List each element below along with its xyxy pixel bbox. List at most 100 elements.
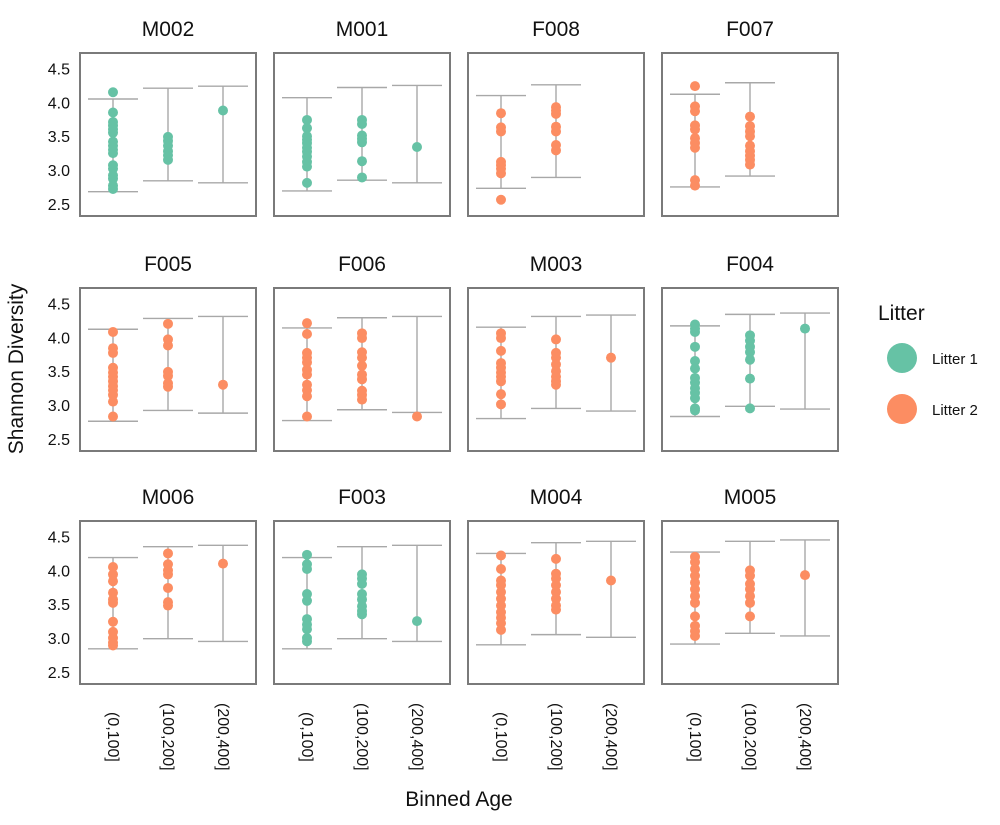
y-tick-label: 4.5 — [48, 62, 70, 79]
data-point — [302, 318, 312, 329]
panel-title: M002 — [142, 18, 195, 41]
data-point — [690, 106, 700, 117]
x-tick-label: (200,400] — [796, 703, 813, 771]
data-point — [218, 558, 228, 569]
data-point — [496, 345, 506, 356]
data-point — [357, 609, 367, 620]
data-point — [302, 391, 312, 402]
data-point — [357, 119, 367, 130]
data-point — [108, 183, 118, 194]
legend-item-litter-1[interactable]: Litter 1 — [887, 343, 978, 373]
facet-panel-f008: F008 — [467, 18, 645, 217]
data-point — [108, 561, 118, 572]
data-point — [108, 107, 118, 118]
data-point — [496, 550, 506, 561]
facet-panel-m002: M002 — [79, 18, 257, 217]
y-tick-label: 3.0 — [48, 163, 70, 180]
data-point — [690, 363, 700, 374]
data-point — [496, 108, 506, 119]
x-axis-label: Binned Age — [405, 788, 512, 811]
data-point — [745, 131, 755, 142]
data-point — [302, 595, 312, 606]
data-point — [163, 340, 173, 351]
y-tick-label: 4.0 — [48, 563, 70, 580]
data-point — [302, 624, 312, 635]
y-tick-label: 3.0 — [48, 631, 70, 648]
x-tick-label: (100,200] — [159, 703, 176, 771]
panel-title: F005 — [144, 253, 192, 276]
data-point — [690, 630, 700, 641]
panel-title: M006 — [142, 486, 195, 509]
data-point — [218, 105, 228, 116]
data-point — [690, 142, 700, 153]
data-point — [496, 333, 506, 344]
data-point — [690, 405, 700, 416]
panel-title: M005 — [724, 486, 777, 509]
x-tick-label: (100,200] — [741, 703, 758, 771]
data-point — [163, 154, 173, 165]
facet-panel-m001: M001 — [273, 18, 451, 217]
data-point — [108, 87, 118, 98]
facet-panel-m005: M005 — [661, 486, 839, 685]
data-point — [690, 180, 700, 191]
y-tick-label: 2.5 — [48, 432, 70, 449]
data-point — [302, 328, 312, 339]
data-point — [163, 582, 173, 593]
data-point — [108, 347, 118, 358]
data-point — [302, 357, 312, 368]
panel-title: F006 — [338, 253, 386, 276]
legend-item-litter-2[interactable]: Litter 2 — [887, 394, 978, 424]
x-tick-label: (100,200] — [547, 703, 564, 771]
data-point — [690, 597, 700, 608]
data-point — [690, 356, 700, 367]
panel-title: M003 — [530, 253, 583, 276]
facet-panel-m004: M004 — [467, 486, 645, 685]
data-point — [108, 148, 118, 159]
data-point — [496, 624, 506, 635]
panel-title: F003 — [338, 486, 386, 509]
data-point — [496, 564, 506, 575]
data-point — [357, 578, 367, 589]
data-point — [606, 575, 616, 586]
data-point — [496, 376, 506, 387]
facet-panel-f003: F003 — [273, 486, 451, 685]
data-point — [357, 360, 367, 371]
data-point — [690, 393, 700, 404]
x-axes-group: (0,100] (100,200] (200,400] (0,100] (100,200… — [104, 703, 813, 771]
data-point — [551, 145, 561, 156]
data-point — [551, 126, 561, 137]
data-point — [163, 600, 173, 611]
data-point — [357, 156, 367, 167]
x-tick-label: (200,400] — [408, 703, 425, 771]
data-point — [108, 597, 118, 608]
x-tick-label: (0,100] — [492, 712, 509, 762]
data-point — [551, 379, 561, 390]
data-point — [690, 611, 700, 622]
data-point — [745, 611, 755, 622]
data-point — [606, 352, 616, 363]
data-point — [108, 127, 118, 138]
data-point — [163, 370, 173, 381]
x-tick-label: (200,400] — [602, 703, 619, 771]
data-point — [551, 334, 561, 345]
y-tick-label: 4.5 — [48, 530, 70, 547]
data-point — [412, 616, 422, 627]
data-point — [302, 369, 312, 380]
data-point — [357, 333, 367, 344]
data-point — [108, 640, 118, 651]
data-point — [800, 323, 810, 334]
facet-panel-f004: F004 — [661, 253, 839, 452]
panel-title: F008 — [532, 18, 580, 41]
facet-panel-m003: M003 — [467, 253, 645, 452]
data-point — [302, 636, 312, 647]
data-point — [551, 108, 561, 119]
data-point — [302, 114, 312, 125]
x-tick-label: (100,200] — [353, 703, 370, 771]
data-point — [302, 161, 312, 172]
legend-label-litter-2: Litter 2 — [932, 402, 978, 419]
facet-panel-f005: F005 — [79, 253, 257, 452]
data-point — [357, 172, 367, 183]
panel-title: M001 — [336, 18, 389, 41]
data-point — [745, 111, 755, 122]
